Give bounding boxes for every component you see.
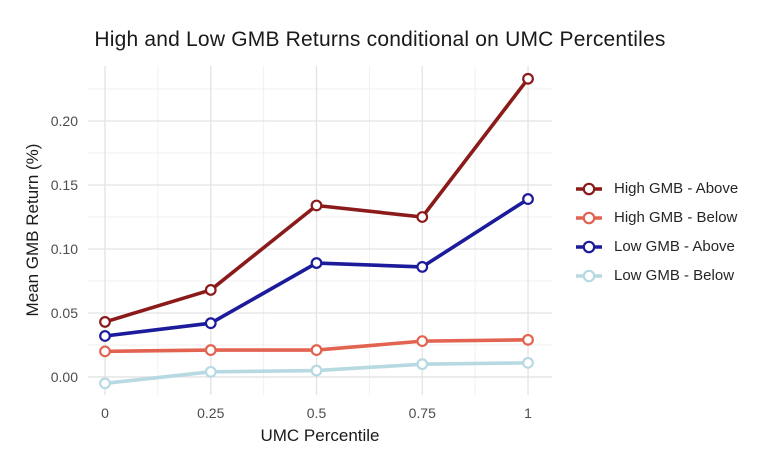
data-point-marker <box>204 365 217 378</box>
data-point-marker <box>522 72 534 85</box>
y-tick-label: 0.20 <box>50 113 78 130</box>
legend-item-label: Low GMB - Below <box>614 267 735 284</box>
data-point-marker <box>416 358 429 371</box>
data-point-marker <box>204 344 217 356</box>
legend-key-icon <box>576 240 602 253</box>
data-point-marker <box>310 344 323 356</box>
y-tick-label: 0.00 <box>50 368 78 385</box>
y-tick-label: 0.05 <box>50 304 78 321</box>
x-tick-label: 0.25 <box>197 405 225 421</box>
y-tick-label: 0.10 <box>50 240 78 257</box>
legend-key-icon <box>576 211 602 224</box>
legend-circle-icon <box>582 211 596 224</box>
legend-item: High GMB - Above <box>575 174 738 203</box>
x-tick-label: 1 <box>524 405 532 421</box>
x-tick-label: 0.75 <box>408 405 436 421</box>
data-point-marker <box>310 364 323 377</box>
x-tick-label: 0.5 <box>306 405 327 421</box>
data-point-marker <box>522 193 534 205</box>
chart-title: High and Low GMB Returns conditional on … <box>94 28 666 51</box>
data-point-marker <box>416 335 429 348</box>
legend-item: Low GMB - Below <box>575 261 738 290</box>
legend-circle-icon <box>582 240 596 253</box>
legend-item-label: High GMB - Below <box>614 209 738 226</box>
legend-circle-icon <box>582 269 596 282</box>
data-point-marker <box>99 377 111 390</box>
y-tick-label: 0.15 <box>50 177 78 193</box>
legend-item-label: Low GMB - Above <box>614 238 735 255</box>
legend-key-icon <box>576 269 602 282</box>
legend: High GMB - Above High GMB - Below Low GMB … <box>575 174 738 290</box>
data-point-marker <box>310 199 323 212</box>
y-axis-title: Mean GMB Return (%) <box>23 143 42 317</box>
data-point-marker <box>522 356 534 369</box>
data-point-marker <box>99 345 111 358</box>
legend-item-label: High GMB - Above <box>614 180 739 197</box>
x-axis-title: UMC Percentile <box>260 426 380 445</box>
data-point-marker <box>416 211 429 223</box>
legend-item: High GMB - Below <box>575 203 738 232</box>
data-point-marker <box>99 316 111 328</box>
legend-circle-icon <box>582 182 596 195</box>
data-point-marker <box>204 284 217 296</box>
legend-key-icon <box>576 182 602 195</box>
data-point-marker <box>204 317 217 330</box>
data-point-marker <box>99 330 111 342</box>
x-tick-label: 0 <box>101 405 109 421</box>
legend-item: Low GMB - Above <box>575 232 738 261</box>
data-point-marker <box>522 333 534 346</box>
data-point-marker <box>310 257 323 269</box>
data-point-marker <box>416 261 429 273</box>
